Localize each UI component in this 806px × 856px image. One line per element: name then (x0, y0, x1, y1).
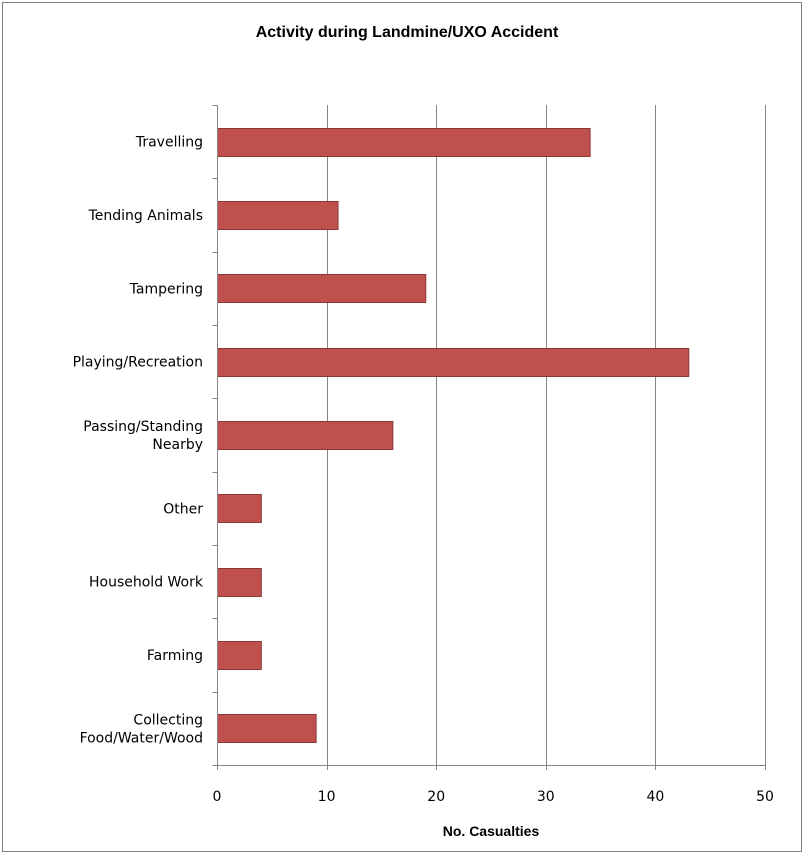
category-label-line: Household Work (89, 575, 204, 591)
category-label-line: Tending Animals (88, 208, 203, 224)
category-labels: Travelling Tending Animals Tampering Playin… (73, 135, 204, 747)
category-label-3: Playing/Recreation (73, 355, 203, 371)
bar-2 (217, 274, 427, 303)
x-tick-label-40: 40 (646, 789, 664, 805)
category-label-1: Tending Animals (88, 208, 203, 224)
category-label-line: Other (163, 501, 203, 517)
x-tick-label-30: 30 (537, 789, 555, 805)
bar-3 (217, 348, 690, 377)
category-label-line: Nearby (152, 437, 203, 453)
category-label-7: Farming (147, 648, 203, 664)
category-label-5: Other (163, 501, 203, 517)
bar-5 (217, 494, 262, 523)
category-label-line: Farming (147, 648, 203, 664)
x-tick-label-0: 0 (213, 789, 222, 805)
category-label-line: Tampering (129, 281, 203, 297)
category-label-line: Travelling (135, 135, 203, 151)
category-label-line: Food/Water/Wood (80, 730, 203, 746)
category-label-line: Playing/Recreation (73, 355, 203, 371)
category-label-line: Collecting (133, 712, 203, 728)
category-label-line: Passing/Standing (83, 419, 203, 435)
x-tick-labels: 0 10 20 30 40 50 (213, 789, 774, 805)
chart-title: Activity during Landmine/UXO Accident (256, 24, 559, 41)
category-label-6: Household Work (89, 575, 204, 591)
x-tick-label-20: 20 (427, 789, 445, 805)
bar-0 (217, 128, 591, 157)
x-axis-title: No. Casualties (443, 823, 540, 839)
bar-1 (217, 201, 339, 230)
category-label-0: Travelling (135, 135, 203, 151)
bar-4 (217, 421, 394, 450)
axes (212, 105, 766, 770)
bar-6 (217, 568, 262, 597)
x-tick-label-50: 50 (756, 789, 774, 805)
bars (217, 128, 690, 743)
bar-chart: Activity during Landmine/UXO Accident Tr… (73, 24, 774, 839)
x-tick-label-10: 10 (318, 789, 336, 805)
category-label-2: Tampering (129, 281, 203, 297)
bar-8 (217, 714, 317, 743)
category-label-8: Collecting Food/Water/Wood (80, 712, 203, 746)
bar-7 (217, 641, 262, 670)
category-label-4: Passing/Standing Nearby (83, 419, 203, 453)
gridlines (327, 105, 766, 765)
